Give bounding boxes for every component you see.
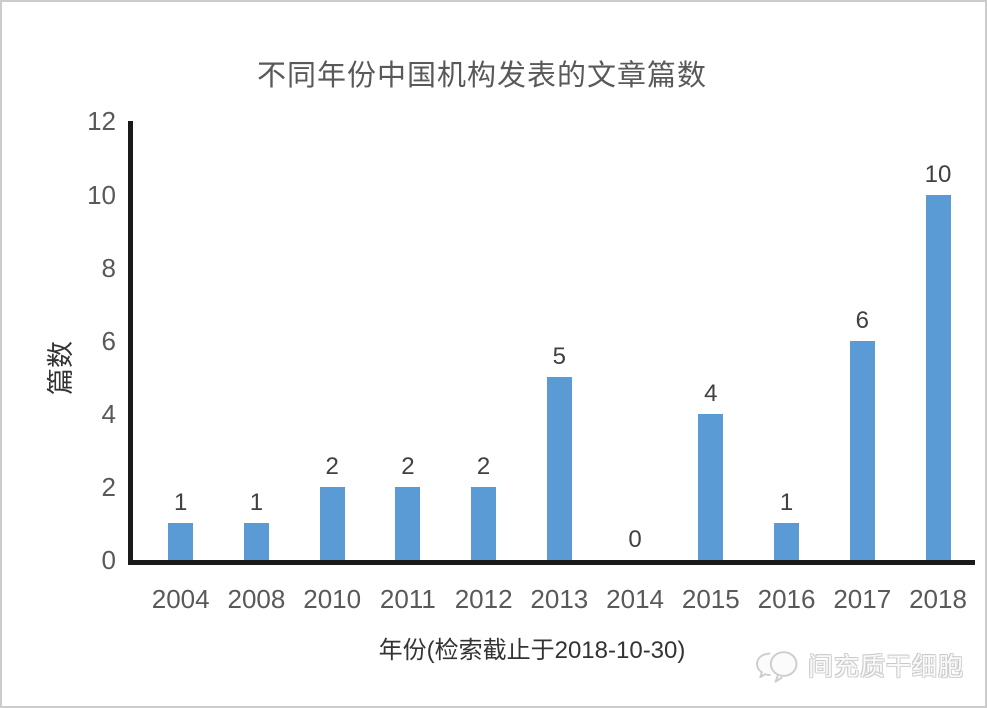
bar-2015 — [698, 413, 724, 560]
y-tick-label: 10 — [87, 179, 116, 210]
data-label-2017: 6 — [855, 306, 869, 334]
bar-2016 — [774, 523, 800, 560]
data-label-2018: 10 — [924, 160, 952, 188]
y-axis-line — [128, 121, 133, 565]
y-tick-label: 8 — [101, 252, 116, 283]
bar-2008 — [243, 523, 269, 560]
watermark-text: 间充质干细胞 — [808, 653, 965, 681]
x-tick-label-2017: 2017 — [833, 584, 892, 614]
y-tick-label: 2 — [101, 471, 116, 502]
speech-bubbles-icon — [756, 651, 798, 683]
chart-title: 不同年份中国机构发表的文章篇数 — [256, 60, 707, 92]
data-label-2008: 1 — [249, 489, 264, 517]
x-tick-label-2013: 2013 — [530, 584, 589, 614]
y-tick-label: 12 — [87, 106, 116, 137]
x-tick-label-2016: 2016 — [757, 584, 816, 614]
y-tick-label: 4 — [101, 398, 116, 429]
bar-2017 — [849, 340, 875, 560]
x-tick-label-2010: 2010 — [303, 584, 362, 614]
bar-2018 — [925, 194, 951, 560]
data-label-2014: 0 — [628, 526, 642, 553]
y-tick-label: 0 — [101, 545, 116, 575]
bar-2013 — [546, 377, 572, 560]
x-tick-label-2011: 2011 — [379, 584, 436, 614]
data-label-2012: 2 — [476, 452, 491, 480]
x-tick-label-2015: 2015 — [681, 584, 740, 614]
y-tick-label: 6 — [101, 325, 116, 356]
bar-2010 — [319, 486, 345, 560]
x-axis-title: 年份(检索截止于2018-10-30) — [378, 637, 686, 664]
data-label-2016: 1 — [779, 489, 794, 517]
bar-2004 — [168, 523, 194, 560]
data-label-2011: 2 — [401, 452, 415, 480]
x-tick-label-2014: 2014 — [606, 584, 664, 614]
data-label-2015: 4 — [704, 379, 718, 407]
bar-2011 — [395, 486, 421, 560]
data-label-2004: 1 — [174, 489, 188, 517]
x-axis-line — [128, 560, 975, 565]
x-tick-label-2008: 2008 — [227, 584, 286, 614]
bar-2012 — [471, 486, 497, 560]
x-tick-label-2012: 2012 — [454, 584, 513, 614]
data-label-2013: 5 — [552, 343, 567, 371]
x-tick-label-2018: 2018 — [909, 584, 967, 614]
watermark: 间充质干细胞 — [754, 645, 964, 685]
x-tick-label-2004: 2004 — [151, 584, 210, 614]
data-label-2010: 2 — [325, 452, 339, 480]
